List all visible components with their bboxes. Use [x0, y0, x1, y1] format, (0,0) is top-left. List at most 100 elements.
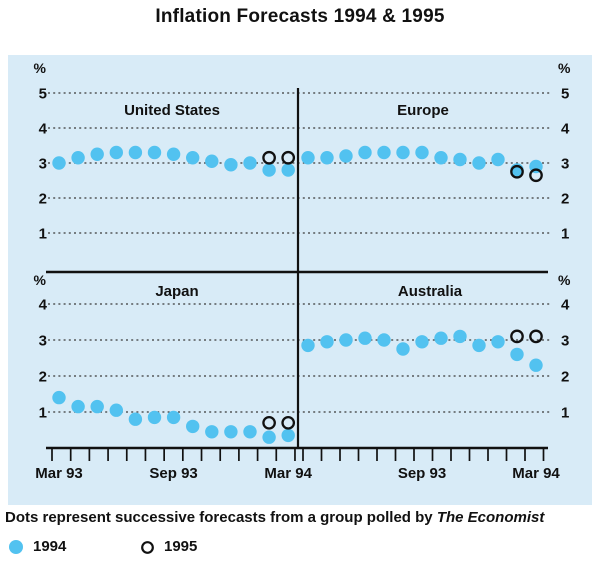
x-tick-label: Mar 93: [35, 465, 83, 482]
data-point-1995: [510, 329, 524, 344]
data-point-1994: [415, 145, 429, 160]
legend-item-1995: 1995: [140, 537, 197, 557]
y-tick-label-left: 4: [39, 121, 48, 138]
percent-label-left: %: [34, 60, 47, 76]
caption-text: Dots represent successive forecasts from…: [5, 509, 437, 526]
data-point-1994: [52, 156, 66, 170]
data-point-1994: [205, 425, 219, 439]
y-tick-label-right: 3: [561, 333, 569, 350]
panel-title: United States: [124, 102, 220, 119]
data-point-1994: [453, 329, 467, 344]
y-tick-label-right: 4: [561, 121, 570, 138]
legend-label-1995: 1995: [164, 538, 198, 555]
data-point-1994: [510, 347, 524, 362]
y-tick-label-left: 2: [39, 191, 47, 208]
y-tick-label-right: 2: [561, 191, 569, 208]
data-point-1994: [166, 410, 181, 425]
y-tick-label-left: 4: [39, 297, 48, 314]
data-point-1994: [453, 152, 467, 167]
data-point-1995: [281, 415, 296, 430]
y-tick-label-left: 1: [39, 405, 47, 422]
data-point-1994: [472, 338, 486, 353]
caption-source: The Economist: [436, 509, 545, 526]
data-point-1994: [109, 145, 124, 160]
panel-title: Japan: [155, 283, 198, 300]
data-point-1994: [396, 342, 410, 356]
data-point-1994: [358, 145, 372, 160]
data-point-1994: [52, 390, 66, 405]
data-point-1994: [186, 419, 200, 434]
x-tick-label: Sep 93: [398, 465, 446, 482]
data-point-1994: [472, 156, 486, 170]
data-point-1994: [262, 430, 276, 444]
data-point-1995: [510, 164, 524, 179]
y-tick-label-right: 4: [561, 297, 570, 314]
data-point-1994: [320, 151, 334, 165]
legend-item-1994: 1994: [8, 537, 66, 557]
data-point-1994: [205, 154, 219, 168]
data-point-1994: [377, 333, 391, 347]
open-circle-icon: [141, 540, 154, 554]
data-point-1995: [281, 150, 296, 165]
percent-label-left: %: [34, 272, 47, 288]
data-point-1994: [339, 149, 353, 163]
y-tick-label-left: 3: [39, 156, 47, 173]
panel-title: Australia: [398, 283, 463, 300]
data-point-1994: [166, 147, 181, 161]
data-point-1994: [128, 145, 143, 160]
data-point-1994: [491, 335, 505, 349]
data-point-1994: [301, 338, 315, 353]
data-point-1994: [301, 151, 315, 165]
data-point-1995: [262, 150, 276, 165]
forecast-chart: 1 1 2 2 3 3 4 4 5 5% % 1 1 2 2 3 3 4 4% % Mar 93 Sep 93 Mar 94…: [34, 60, 571, 482]
data-point-1994: [90, 399, 104, 414]
data-point-1994: [128, 412, 143, 426]
percent-label-right: %: [558, 60, 571, 76]
data-point-1994: [243, 425, 257, 439]
data-point-1994: [71, 399, 85, 414]
data-point-1994: [415, 335, 429, 349]
data-point-1994: [147, 145, 162, 160]
data-point-1994: [320, 335, 334, 349]
legend-label-1994: 1994: [33, 538, 67, 555]
data-point-1995: [529, 168, 543, 183]
data-point-1994: [529, 358, 543, 372]
y-tick-label-right: 1: [561, 405, 569, 422]
y-tick-label-left: 3: [39, 333, 47, 350]
data-point-1994: [377, 145, 391, 160]
data-point-1994: [358, 331, 372, 345]
data-point-1994: [434, 151, 448, 165]
data-point-1994: [224, 425, 238, 439]
y-tick-label-right: 1: [561, 226, 569, 243]
x-tick-label: Mar 94: [264, 465, 312, 482]
y-tick-label-right: 3: [561, 156, 569, 173]
chart-title: Inflation Forecasts 1994 & 1995: [155, 6, 445, 27]
x-tick-label: Sep 93: [149, 465, 197, 482]
y-tick-label-right: 5: [561, 86, 569, 103]
y-tick-label-left: 5: [39, 86, 47, 103]
data-point-1994: [224, 158, 238, 172]
y-tick-label-left: 1: [39, 226, 47, 243]
data-point-1994: [262, 163, 276, 177]
data-point-1994: [491, 152, 505, 167]
x-tick-label: Mar 94: [512, 465, 560, 482]
data-point-1994: [281, 163, 295, 177]
data-point-1995: [529, 329, 543, 344]
data-point-1994: [434, 331, 448, 345]
data-point-1994: [71, 151, 85, 165]
y-tick-label-right: 2: [561, 369, 569, 386]
chart-caption: Dots represent successive forecasts from…: [5, 509, 597, 526]
chart-panel-background: [8, 55, 592, 505]
data-point-1994: [339, 333, 353, 347]
data-point-1994: [281, 428, 295, 443]
filled-dot-icon: [9, 540, 23, 554]
data-point-1994: [396, 145, 410, 160]
data-point-1994: [147, 410, 162, 425]
data-point-1994: [243, 156, 257, 170]
panel-title: Europe: [397, 102, 449, 119]
data-point-1994: [109, 403, 124, 417]
y-tick-label-left: 2: [39, 369, 47, 386]
data-point-1994: [90, 147, 104, 161]
percent-label-right: %: [558, 272, 571, 288]
data-point-1995: [262, 415, 276, 430]
